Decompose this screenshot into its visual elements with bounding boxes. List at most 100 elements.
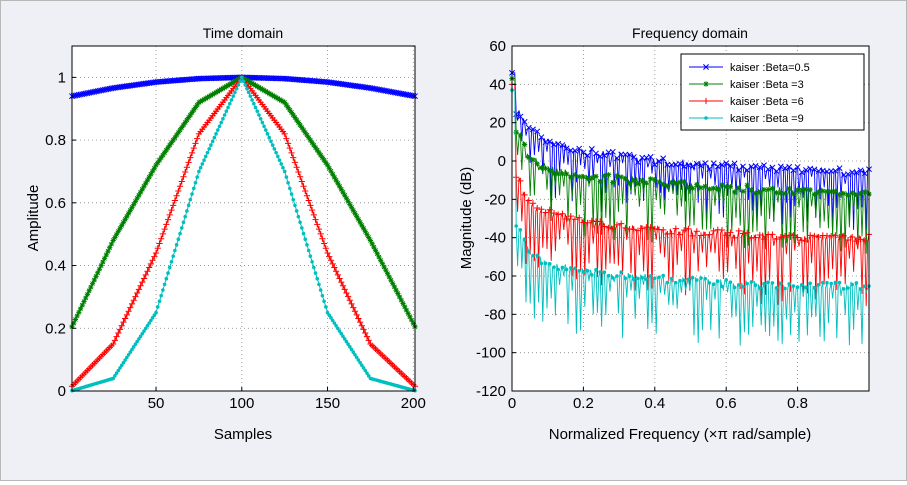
freq-series-marker: [656, 158, 662, 165]
time-series-marker: [288, 149, 295, 156]
legend-item: kaiser :Beta =9: [689, 113, 804, 125]
freq-series-marker: [590, 273, 594, 277]
time-series-marker: [202, 158, 206, 162]
freq-series-marker: [850, 282, 854, 287]
time-series-marker: [115, 228, 121, 235]
legend-label: kaiser :Beta =6: [730, 96, 804, 108]
time-series-marker: [168, 206, 175, 214]
time-series-marker: [291, 159, 299, 166]
time-series-marker: [261, 87, 267, 94]
time-series-marker: [146, 264, 153, 271]
time-series-marker: [148, 171, 154, 177]
legend-marker: [703, 64, 709, 70]
freq-series-marker: [601, 223, 608, 230]
time-series-marker: [176, 237, 181, 241]
time-series-marker: [264, 89, 271, 96]
freq-series-marker: [601, 152, 608, 159]
freq-series-marker: [602, 270, 607, 274]
freq-series-marker: [732, 189, 738, 195]
time-series-marker: [329, 260, 336, 268]
freq-series-marker: [627, 274, 632, 278]
time-series-marker: [178, 178, 185, 185]
freq-series-marker: [782, 190, 788, 197]
freq-series-marker: [737, 283, 741, 287]
freq-series-marker: [693, 160, 700, 167]
freq-series-marker: [854, 281, 859, 285]
time-series-marker: [143, 326, 148, 331]
freq-series-marker: [833, 280, 838, 285]
time-series-marker: [118, 366, 122, 370]
freq-series-marker: [534, 161, 540, 167]
time-series-marker: [322, 245, 329, 252]
time-series-marker: [292, 114, 298, 121]
time-series-marker: [277, 158, 282, 162]
time-series-marker: [302, 129, 308, 136]
time-series-marker: [252, 82, 259, 88]
freq-series-marker: [559, 210, 566, 217]
time-series-marker: [101, 255, 108, 262]
time-series-marker: [123, 358, 127, 362]
time-series-marker: [298, 178, 305, 185]
time-series-marker: [308, 254, 313, 258]
freq-series-marker: [560, 265, 565, 270]
time-series-marker: [300, 127, 307, 133]
time-series-marker: [307, 137, 313, 143]
time-series-marker: [339, 331, 344, 336]
time-series-marker: [210, 139, 215, 144]
time-series-marker: [223, 83, 229, 89]
time-series-marker: [388, 277, 394, 283]
time-series-marker: [315, 226, 323, 233]
freq-series-marker: [862, 189, 868, 195]
time-series-marker: [233, 90, 237, 95]
time-series-marker: [293, 203, 297, 208]
time-series-marker: [188, 197, 193, 202]
time-series-marker: [405, 310, 411, 317]
time-series-marker: [125, 308, 132, 315]
freq-series-marker: [613, 221, 621, 229]
freq-series-marker: [804, 285, 808, 290]
freq-series-marker: [694, 182, 700, 188]
time-series-marker: [185, 159, 192, 166]
time-series-marker: [321, 240, 328, 247]
time-series-marker: [305, 197, 312, 204]
time-series-marker: [157, 299, 162, 304]
time-series-marker: [324, 249, 331, 257]
time-series-marker: [338, 279, 345, 286]
time-series-marker: [137, 282, 144, 289]
y-tick-label: 40: [489, 76, 506, 93]
freq-series-marker: [786, 163, 793, 170]
time-series-marker: [256, 84, 262, 90]
time-series-marker: [145, 323, 150, 328]
freq-series-marker: [752, 162, 759, 169]
time-series-marker: [182, 168, 189, 176]
x-tick-label: 0: [508, 395, 516, 412]
time-series-marker: [306, 248, 311, 253]
freq-series-marker: [656, 179, 662, 185]
time-ylabel: Amplitude: [25, 185, 42, 252]
time-series-marker: [365, 371, 369, 375]
time-series-marker: [338, 186, 344, 192]
freq-series-marker: [651, 225, 658, 232]
time-series-marker: [285, 104, 291, 111]
time-series-marker: [175, 187, 182, 195]
freq-series-marker: [521, 118, 528, 125]
time-series-marker: [144, 177, 151, 183]
time-series-marker: [177, 127, 183, 133]
time-series-marker: [162, 150, 168, 156]
time-series-marker: [328, 168, 334, 174]
freq-series-marker: [736, 185, 742, 191]
time-series-marker: [350, 304, 357, 311]
time-series-marker: [147, 321, 151, 325]
time-series-marker: [96, 266, 103, 272]
time-series-marker: [222, 113, 227, 117]
time-series-marker: [360, 326, 367, 333]
freq-series-marker: [652, 176, 658, 183]
time-series-marker: [146, 174, 152, 180]
time-series-marker: [279, 162, 284, 166]
y-tick-label: -100: [476, 345, 506, 362]
time-series-marker: [108, 241, 115, 247]
freq-series-marker: [719, 161, 725, 168]
freq-series-marker: [546, 138, 553, 145]
time-series-marker: [95, 270, 101, 276]
